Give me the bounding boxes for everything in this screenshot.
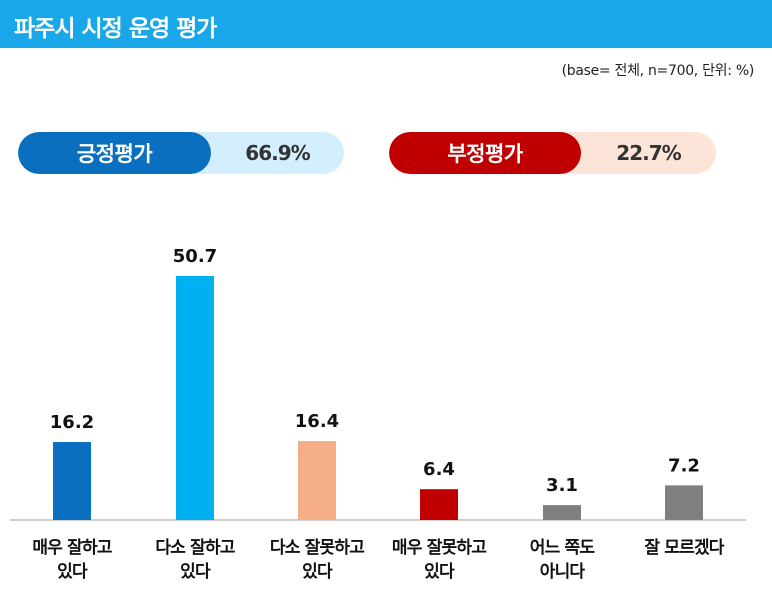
bar-chart: 16.2 50.7 16.4 6.4 3.1 7.2 xyxy=(10,246,746,521)
data-label-2: 50.7 xyxy=(173,246,217,267)
data-label-4: 6.4 xyxy=(423,459,455,480)
category-label-line: 다소 잘하고 xyxy=(155,538,235,558)
positive-value: 66.9% xyxy=(245,141,310,165)
header-bar: 파주시 시정 운영 평가 xyxy=(0,0,772,48)
category-label-line: 있다 xyxy=(180,562,210,582)
bar-1 xyxy=(53,442,91,520)
category-label-6: 잘 모르겠다 xyxy=(619,536,749,560)
data-label-1: 16.2 xyxy=(50,412,94,433)
category-label-line: 매우 잘하고 xyxy=(32,538,112,558)
negative-label: 부정평가 xyxy=(389,132,581,174)
category-label-line: 아니다 xyxy=(539,562,585,582)
category-label-line: 잘 모르겠다 xyxy=(644,538,724,558)
bar-3 xyxy=(298,441,336,520)
category-label-line: 어느 쪽도 xyxy=(529,538,595,558)
bar-4 xyxy=(420,489,458,520)
negative-summary: 부정평가 22.7% xyxy=(389,132,716,174)
data-label-3: 16.4 xyxy=(295,411,339,432)
category-label-line: 매우 잘못하고 xyxy=(391,538,487,558)
category-label-line: 있다 xyxy=(57,562,87,582)
positive-label: 긍정평가 xyxy=(18,132,211,174)
category-label-line: 다소 잘못하고 xyxy=(269,538,365,558)
category-label-line: 있다 xyxy=(302,562,332,582)
category-label-line: 있다 xyxy=(424,562,454,582)
positive-summary: 긍정평가 66.9% xyxy=(18,132,344,174)
page-title: 파주시 시정 운영 평가 xyxy=(14,16,217,42)
bar-5 xyxy=(543,505,581,520)
base-note: (base= 전체, n=700, 단위: %) xyxy=(561,63,755,79)
data-label-5: 3.1 xyxy=(546,475,578,496)
negative-value: 22.7% xyxy=(616,141,681,165)
data-label-6: 7.2 xyxy=(668,455,700,476)
bar-2 xyxy=(176,276,214,520)
bar-6 xyxy=(665,485,703,520)
